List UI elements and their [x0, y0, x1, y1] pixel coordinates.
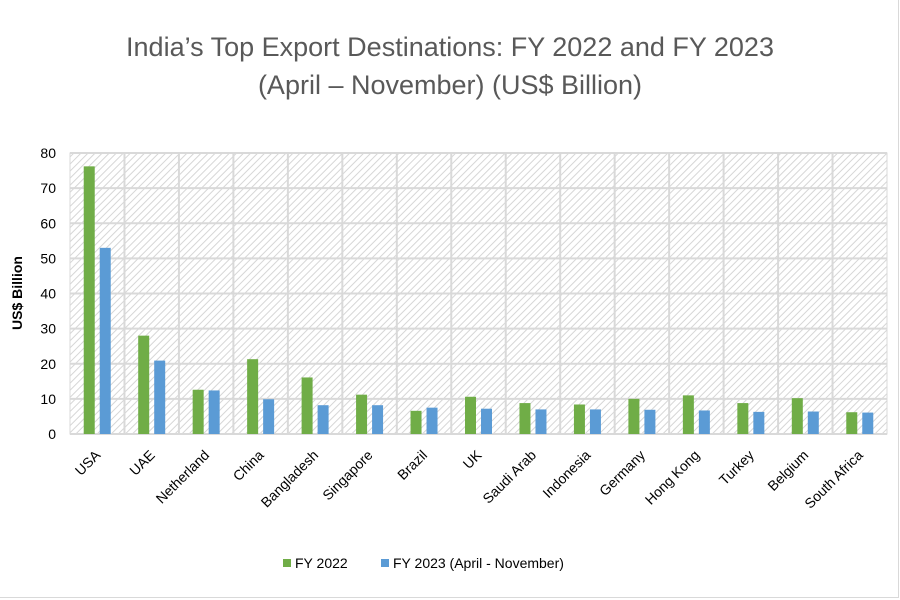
y-tick-label: 40 [40, 286, 56, 302]
bar [410, 410, 422, 434]
x-tick-label: Bangladesh [258, 447, 322, 511]
y-tick-label: 30 [40, 321, 56, 337]
y-tick-label: 20 [40, 356, 56, 372]
y-tick-label: 0 [48, 426, 56, 442]
bar [356, 394, 368, 434]
legend-label: FY 2022 [295, 555, 348, 571]
legend: FY 2022 FY 2023 (April - November) [283, 555, 564, 571]
bar [301, 377, 313, 434]
bar [192, 389, 204, 434]
x-tick-label: Germany [596, 447, 648, 499]
bar [519, 403, 531, 434]
bar [535, 409, 547, 434]
bar [138, 335, 150, 434]
y-tick-label: 80 [40, 145, 56, 161]
bar [99, 247, 111, 434]
bar [644, 409, 656, 434]
x-tick-label: Hong Kong [642, 447, 703, 508]
bar [208, 390, 220, 434]
y-tick-label: 70 [40, 180, 56, 196]
bar [698, 410, 710, 434]
x-tick-label: China [230, 447, 267, 484]
bar [372, 405, 384, 434]
x-tick-label: Brazil [394, 447, 430, 483]
x-tick-label: Netherland [153, 447, 213, 507]
bar [589, 409, 601, 434]
bar [682, 395, 694, 434]
bar [481, 408, 492, 434]
bar [317, 405, 329, 434]
x-tick-label: Saudi Arab [479, 447, 539, 507]
bar [247, 359, 259, 434]
x-tick-label: Indonesia [539, 447, 593, 501]
bar [807, 411, 819, 434]
x-tick-label: UAE [126, 447, 158, 479]
x-tick-label: Singapore [319, 447, 376, 504]
chart-title-line1: India’s Top Export Destinations: FY 2022… [126, 32, 774, 62]
bar [426, 407, 438, 434]
bar [737, 403, 749, 434]
bar [791, 398, 803, 434]
x-tick-label: Turkey [716, 447, 757, 488]
y-tick-label: 10 [40, 391, 56, 407]
legend-swatch [283, 559, 291, 567]
legend-label: FY 2023 (April - November) [393, 555, 564, 571]
x-tick-label: Belgium [764, 447, 811, 494]
chart-title: India’s Top Export Destinations: FY 2022… [0, 28, 900, 104]
x-tick-label: USA [72, 446, 104, 478]
bar [83, 166, 95, 434]
y-axis-label: US$ Billion [9, 256, 25, 330]
x-tick-label: South Africa [801, 447, 866, 512]
bar [862, 412, 874, 434]
y-tick-label: 60 [40, 215, 56, 231]
bar [263, 399, 275, 434]
chart-subtitle: (April – November) (US$ Billion) [257, 70, 643, 100]
bar [628, 398, 640, 434]
legend-swatch [381, 559, 389, 567]
bar [154, 360, 166, 434]
bar [846, 412, 858, 434]
bar [465, 396, 476, 434]
x-tick-label: UK [460, 446, 486, 472]
bar [753, 411, 765, 434]
y-tick-label: 50 [40, 250, 56, 266]
bar [573, 404, 585, 434]
